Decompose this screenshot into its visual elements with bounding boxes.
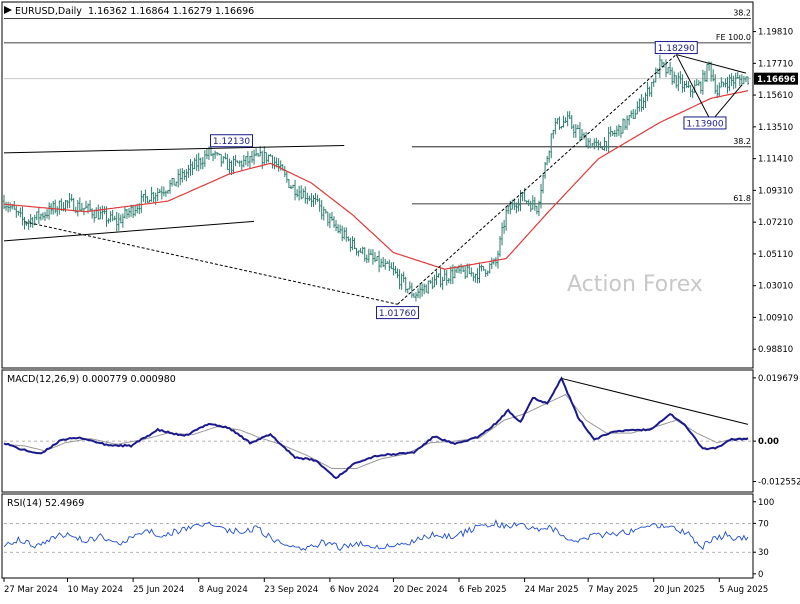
time-axis-label: 25 Jun 2024	[133, 585, 184, 595]
price-label-text: 1.12130	[213, 137, 250, 147]
macd-signal-line[interactable]	[3, 393, 749, 469]
time-axis-label: 5 Aug 2025	[719, 585, 768, 595]
price-label-box[interactable]	[683, 116, 727, 130]
price-y-tick-label: 1.19810	[758, 28, 793, 38]
symbol-label: EURUSD,Daily	[15, 6, 82, 17]
macd-title: MACD(12,26,9) 0.000779 0.000980	[7, 374, 176, 385]
macd-panel: 0.019679 0.00 -0.012552	[3, 374, 800, 487]
price-y-tick-label: 0.98810	[758, 345, 793, 355]
price-y-tick-label: 1.09310	[758, 186, 793, 196]
fib-level-label: 38.2	[733, 137, 751, 146]
trendline[interactable]	[397, 54, 677, 305]
moving-average-line[interactable]	[3, 90, 749, 270]
rsi-y-tick-label: 0	[758, 570, 763, 580]
time-axis-label: 24 Mar 2025	[525, 585, 579, 595]
time-axis-label: 10 May 2024	[68, 585, 123, 595]
time-axis-label: 6 Feb 2025	[459, 585, 507, 595]
time-axis-label: 7 May 2025	[588, 585, 638, 595]
time-axis-label: 23 Sep 2024	[264, 585, 318, 595]
macd-y-tick-label: 0.00	[758, 437, 779, 447]
time-axis-label: 20 Jun 2025	[654, 585, 705, 595]
macd-y-tick-label: 0.019679	[758, 374, 799, 384]
current-price-tag	[754, 72, 798, 85]
fib-level-label: 61.8	[733, 194, 751, 203]
price-label-box[interactable]	[654, 41, 698, 55]
macd-y-tick-label: -0.012552	[758, 477, 800, 487]
time-axis-label: 8 Aug 2024	[199, 585, 248, 595]
price-y-tick-label: 1.07210	[758, 218, 793, 228]
macd-main-line[interactable]	[3, 376, 749, 480]
price-label-text: 1.18290	[658, 44, 695, 54]
trendline[interactable]	[24, 221, 398, 305]
rsi-y-tick-label: 70	[758, 519, 769, 529]
price-label-box[interactable]	[210, 134, 254, 148]
rsi-line[interactable]	[3, 519, 749, 552]
price-y-tick-label: 1.03010	[758, 282, 793, 292]
time-axis-label: 20 Dec 2024	[393, 585, 447, 595]
fib-level-label: 38.2	[733, 8, 751, 17]
price-label-box[interactable]	[376, 306, 420, 320]
rsi-y-tick-label: 30	[758, 548, 769, 558]
trendline[interactable]	[3, 220, 255, 242]
price-y-tick-label: 1.13510	[758, 123, 793, 133]
price-panel: 1.19810 1.17710 1.15610 1.13510 1.11410 1.093…	[3, 8, 798, 355]
time-axis-label: 6 Nov 2024	[330, 585, 379, 595]
trendline[interactable]	[676, 54, 747, 74]
price-y-tick-label: 1.17710	[758, 59, 793, 69]
price-label-text: 1.13900	[686, 119, 723, 129]
rsi-panel-frame	[1, 493, 754, 579]
fib-level-label: FE 100.0	[716, 33, 751, 42]
time-axis-label: 27 Mar 2024	[4, 585, 58, 595]
macd-trendline[interactable]	[561, 377, 749, 425]
price-y-tick-label: 1.15610	[758, 91, 793, 101]
trendline[interactable]	[710, 84, 743, 122]
current-price-text: 1.16696	[757, 75, 796, 85]
time-axis: 27 Mar 2024 10 May 2024 25 Jun 2024 8 Aug 2…	[3, 578, 768, 595]
trendline[interactable]	[3, 144, 345, 154]
candles	[3, 54, 749, 302]
rsi-title: RSI(14) 52.4969	[7, 498, 84, 509]
collapse-arrow-icon[interactable]	[4, 6, 12, 14]
rsi-y-tick-label: 100	[758, 498, 774, 508]
ohlc-values: 1.16362 1.16864 1.16279 1.16696	[88, 6, 254, 17]
price-y-tick-label: 1.05110	[758, 250, 793, 260]
trendline[interactable]	[675, 54, 712, 122]
price-label-text: 1.01760	[379, 309, 416, 319]
price-y-tick-label: 1.11410	[758, 155, 793, 165]
rsi-panel: 100 70 30 0	[3, 498, 774, 580]
watermark: Action Forex	[567, 272, 703, 297]
price-y-tick-label: 1.00910	[758, 313, 793, 323]
